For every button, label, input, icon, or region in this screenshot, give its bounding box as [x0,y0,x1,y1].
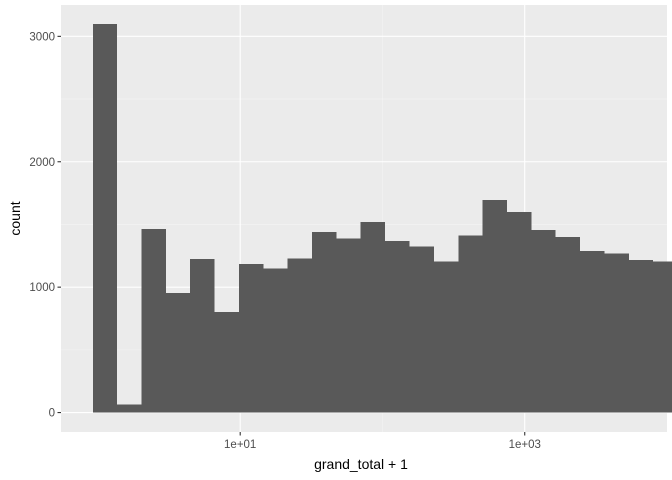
histogram-bar [580,250,605,413]
y-tick-label: 1000 [29,282,55,294]
histogram-bar [458,235,483,413]
histogram-bar [141,228,166,413]
histogram-bar [384,240,410,413]
histogram-bar [165,292,191,413]
histogram-bar [482,200,507,413]
y-tick-label: 2000 [29,157,55,169]
histogram-bar [360,221,386,413]
y-axis: 0 1000 2000 3000 [29,31,61,420]
x-axis-title: grand_total + 1 [314,456,408,472]
histogram-bars [92,23,672,413]
histogram-bar [263,268,288,413]
histogram-bar [433,261,459,413]
histogram-bar [92,23,118,413]
histogram-bar [336,238,361,413]
y-axis-title: count [7,201,23,235]
y-tick-label: 3000 [29,31,55,43]
histogram-bar [555,236,581,413]
x-tick-label: 1e+03 [509,439,541,451]
x-tick-label: 1e+01 [224,439,256,451]
histogram-bar [653,261,672,413]
histogram-bar [214,312,239,413]
histogram-bar [506,211,532,413]
y-tick-label: 0 [49,408,55,420]
histogram-bar [628,260,654,413]
histogram-bar [116,404,142,413]
histogram-bar [190,258,215,413]
histogram-bar [287,258,312,413]
histogram-bar [531,230,556,413]
histogram-bar [311,231,337,413]
histogram-bar [409,246,434,413]
histogram-bar [604,253,629,413]
histogram-bar [238,263,264,413]
